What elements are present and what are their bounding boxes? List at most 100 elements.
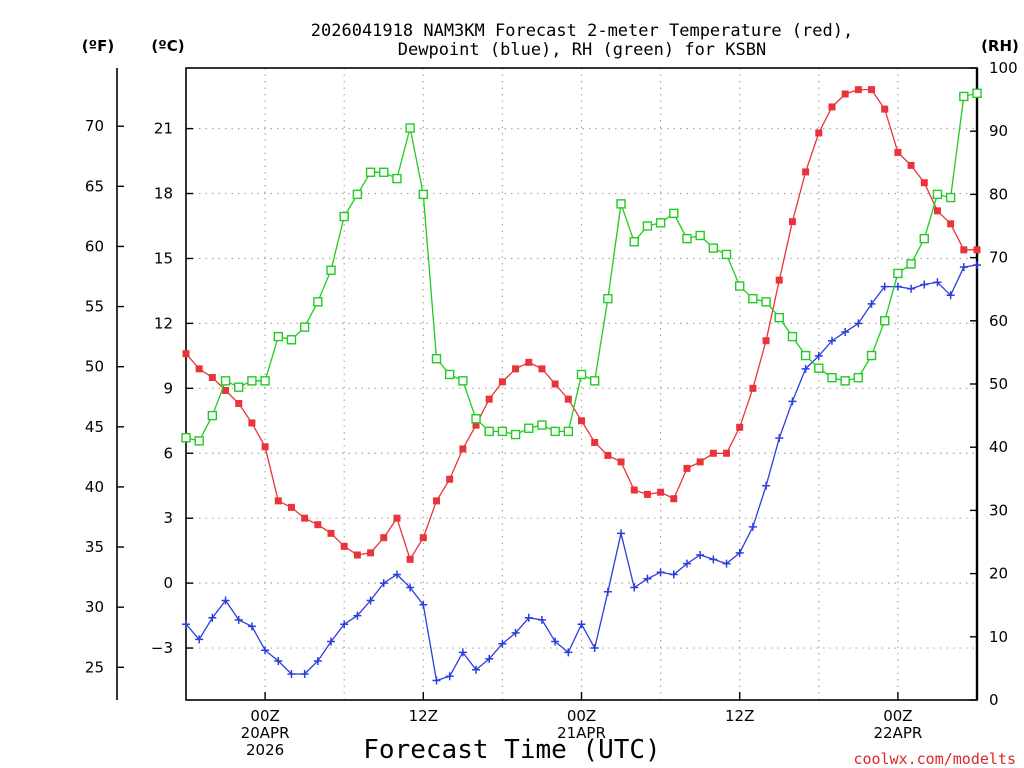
fahrenheit-tick-label: 40: [85, 478, 104, 496]
rh-point: [906, 259, 916, 269]
rh-point: [787, 331, 798, 342]
fahrenheit-tick-label: 30: [85, 598, 104, 616]
x-tick-label: 12Z: [409, 707, 438, 725]
dewpoint-point: [511, 628, 520, 637]
temperature-point: [591, 438, 599, 446]
rh-point: [550, 426, 560, 437]
temperature-point: [195, 365, 203, 373]
dewpoint-point: [801, 364, 810, 373]
temperature-point: [472, 421, 480, 429]
rh-point: [458, 376, 468, 386]
rh-point: [352, 189, 363, 200]
rh-point: [735, 281, 745, 291]
celsius-tick-label: 6: [163, 444, 173, 462]
temperature-point: [208, 374, 216, 382]
dewpoint-point: [946, 291, 955, 300]
rh-point: [866, 350, 877, 361]
temperature-point: [815, 129, 823, 137]
temperature-point: [841, 90, 849, 98]
x-tick-label: 21APR: [557, 724, 606, 742]
temperature-point: [657, 488, 665, 496]
rh-point: [418, 189, 428, 200]
temperature-point: [696, 458, 704, 466]
dewpoint-point: [656, 568, 665, 577]
temperature-point: [881, 105, 889, 113]
dewpoint-point: [577, 620, 586, 629]
rh-point: [932, 189, 943, 200]
dewpoint-point: [722, 559, 731, 568]
rh-point: [379, 167, 389, 177]
rh-point: [576, 369, 587, 380]
chart-title-line-2: Dewpoint (blue), RH (green) for KSBN: [398, 40, 766, 60]
dewpoint-point: [353, 611, 362, 620]
axes: 25 30 35 40 45 50 55 60 65 70 −3 0 3 6 9 12 15 18 21 0 10 20 3…: [85, 59, 1018, 759]
x-tick-label: 22APR: [873, 724, 922, 742]
temperature-point: [894, 148, 902, 156]
x-tick-label: 00Z: [250, 707, 279, 725]
rh-point: [273, 331, 283, 342]
rh-point: [959, 91, 969, 102]
fahrenheit-tick-label: 70: [85, 117, 104, 135]
rh-point: [695, 230, 705, 241]
dewpoint-point: [669, 570, 678, 579]
dewpoint-point: [682, 559, 691, 568]
temperature-point: [446, 475, 454, 483]
temperature-point: [380, 534, 388, 542]
dewpoint-point: [392, 570, 401, 579]
temperature-point: [393, 514, 401, 522]
dewpoint-point: [274, 657, 283, 666]
rh-point: [840, 376, 850, 386]
fahrenheit-tick-label: 60: [85, 237, 104, 255]
dewpoint-point: [485, 654, 494, 663]
fahrenheit-tick-label: 55: [85, 298, 104, 316]
temperature-point: [248, 419, 256, 427]
rh-point: [563, 426, 574, 437]
celsius-tick-label: 9: [163, 379, 173, 397]
celsius-tick-label: 15: [154, 249, 173, 267]
rh-point: [497, 426, 508, 437]
rh-point: [339, 211, 349, 222]
rh-line: [185, 92, 978, 442]
celsius-tick-label: 21: [154, 120, 173, 138]
rh-point: [484, 426, 494, 437]
rh-point: [181, 433, 191, 443]
dewpoint-point: [630, 583, 639, 592]
temperature-point: [512, 365, 520, 373]
temperature-point: [406, 555, 414, 563]
series-dewpoint: [182, 260, 981, 685]
temperature-point: [709, 449, 717, 457]
temperature-point: [235, 399, 243, 407]
temperature-point: [340, 542, 348, 550]
rh-point: [524, 423, 534, 433]
rh-point: [510, 429, 521, 440]
dewpoint-point: [208, 613, 217, 622]
temperature-point: [933, 207, 941, 215]
rh-point: [286, 335, 297, 345]
rh-tick-label: 0: [989, 691, 999, 709]
rh-tick-label: 20: [989, 565, 1008, 583]
rh-tick-label: 70: [989, 249, 1008, 267]
rh-point: [880, 316, 890, 326]
celsius-tick-label: 0: [163, 574, 173, 592]
rh-point: [642, 221, 653, 231]
x-axis-title: Forecast Time (UTC): [363, 735, 660, 765]
series-rh: [181, 88, 982, 446]
temperature-point: [432, 497, 440, 505]
dewpoint-point: [327, 637, 336, 646]
dewpoint-point: [762, 481, 771, 490]
rh-point: [972, 88, 982, 98]
celsius-unit-label: (ºC): [151, 37, 184, 55]
dewpoint-point: [920, 280, 929, 289]
temperature-point: [538, 365, 546, 373]
temperature-point: [261, 443, 269, 451]
temperature-point: [960, 246, 968, 254]
rh-point: [392, 173, 402, 184]
rh-point: [893, 268, 903, 279]
rh-point: [616, 199, 626, 209]
rh-point: [326, 265, 336, 275]
rh-point: [260, 376, 270, 386]
rh-unit-label: (RH): [981, 37, 1019, 55]
dewpoint-point: [827, 336, 836, 345]
rh-point: [919, 233, 929, 244]
